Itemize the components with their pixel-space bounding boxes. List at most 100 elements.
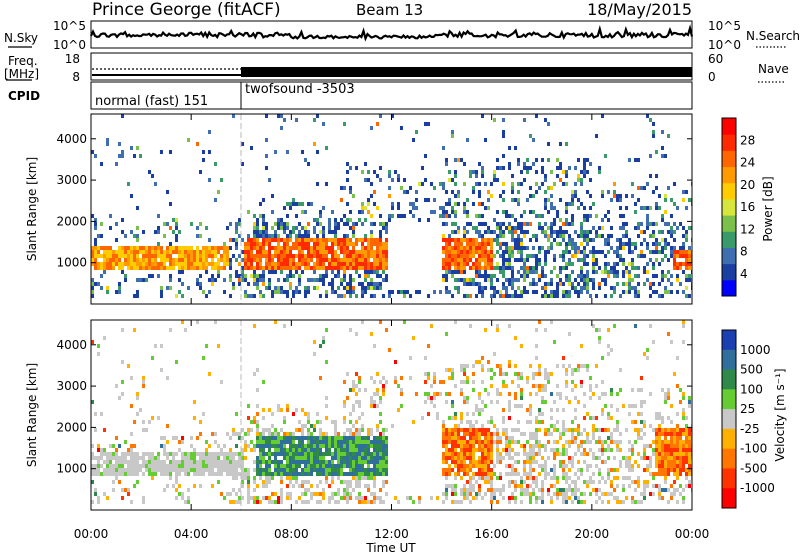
power-cell — [478, 214, 481, 218]
velocity-cell — [433, 392, 436, 396]
power-cell — [352, 266, 355, 270]
power-cell — [583, 230, 586, 234]
power-cell — [511, 234, 514, 238]
power-cell — [562, 290, 565, 294]
velocity-cell — [376, 444, 379, 448]
power-cell — [304, 210, 307, 214]
power-cell — [265, 266, 268, 270]
power-cell — [334, 258, 337, 262]
power-cell — [505, 250, 508, 254]
power-cell — [151, 250, 154, 254]
power-cell — [586, 230, 589, 234]
power-cell — [604, 270, 607, 274]
power-cell — [520, 214, 523, 218]
power-cell — [550, 234, 553, 238]
velocity-cell — [505, 452, 508, 456]
velocity-cell — [187, 460, 190, 464]
power-cell — [415, 206, 418, 210]
power-cell — [136, 234, 139, 238]
velocity-cell — [493, 440, 496, 444]
power-cell — [274, 234, 277, 238]
velocity-cell — [448, 436, 451, 440]
power-cell — [163, 258, 166, 262]
power-cell — [385, 238, 388, 242]
velocity-cell — [553, 400, 556, 404]
velocity-cell — [304, 468, 307, 472]
power-cell — [484, 270, 487, 274]
power-cell — [370, 242, 373, 246]
velocity-cell — [172, 468, 175, 472]
power-cell — [535, 158, 538, 162]
velocity-cell — [649, 460, 652, 464]
velocity-cell — [550, 500, 553, 504]
power-cell — [385, 250, 388, 254]
power-cell — [568, 282, 571, 286]
power-cell — [358, 258, 361, 262]
velocity-cell — [664, 428, 667, 432]
power-cell — [175, 238, 178, 242]
power-cell — [262, 254, 265, 258]
power-cell — [589, 294, 592, 298]
power-cell — [517, 238, 520, 242]
colorbar-swatch — [722, 389, 736, 410]
power-cell — [295, 118, 298, 122]
velocity-cell — [502, 488, 505, 492]
velocity-cell — [478, 440, 481, 444]
velocity-cell — [538, 488, 541, 492]
power-cell — [646, 214, 649, 218]
velocity-cell — [658, 488, 661, 492]
power-cell — [526, 266, 529, 270]
power-cell — [145, 246, 148, 250]
velocity-cell — [451, 492, 454, 496]
power-cell — [511, 274, 514, 278]
velocity-cell — [259, 456, 262, 460]
power-cell — [409, 202, 412, 206]
velocity-cell — [127, 464, 130, 468]
velocity-cell — [664, 448, 667, 452]
velocity-cell — [253, 420, 256, 424]
velocity-cell — [379, 468, 382, 472]
power-cell — [502, 234, 505, 238]
velocity-cell — [544, 432, 547, 436]
velocity-cell — [280, 480, 283, 484]
power-cell — [268, 242, 271, 246]
power-cell — [148, 258, 151, 262]
power-cell — [505, 214, 508, 218]
velocity-cell — [532, 468, 535, 472]
power-cell — [661, 258, 664, 262]
power-cell — [214, 198, 217, 202]
velocity-cell — [658, 452, 661, 456]
velocity-cell — [472, 448, 475, 452]
velocity-cell — [274, 436, 277, 440]
velocity-cell — [301, 500, 304, 504]
velocity-cell — [292, 468, 295, 472]
velocity-cell — [442, 472, 445, 476]
power-cell — [391, 202, 394, 206]
velocity-cell — [616, 496, 619, 500]
power-cell — [607, 274, 610, 278]
power-cell — [556, 158, 559, 162]
velocity-cell — [340, 440, 343, 444]
velocity-cell — [622, 484, 625, 488]
velocity-cell — [274, 456, 277, 460]
velocity-cell — [181, 436, 184, 440]
power-cell — [586, 158, 589, 162]
velocity-cell — [238, 496, 241, 500]
velocity-cell — [484, 472, 487, 476]
velocity-cell — [676, 440, 679, 444]
velocity-cell — [328, 464, 331, 468]
power-cell — [427, 294, 430, 298]
velocity-cell — [142, 496, 145, 500]
velocity-cell — [385, 492, 388, 496]
velocity-cell — [163, 436, 166, 440]
power-cell — [616, 282, 619, 286]
velocity-cell — [496, 388, 499, 392]
power-cell — [244, 274, 247, 278]
velocity-cell — [307, 420, 310, 424]
power-cell — [295, 242, 298, 246]
power-cell — [169, 278, 172, 282]
power-cell — [454, 158, 457, 162]
velocity-cell — [292, 476, 295, 480]
velocity-cell — [511, 480, 514, 484]
power-cell — [631, 258, 634, 262]
